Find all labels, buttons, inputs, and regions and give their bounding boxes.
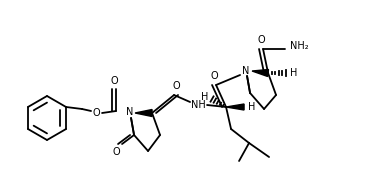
Polygon shape bbox=[252, 70, 269, 76]
Text: O: O bbox=[210, 71, 218, 81]
Text: O: O bbox=[172, 81, 180, 91]
Text: O: O bbox=[110, 76, 118, 86]
Text: H: H bbox=[201, 92, 209, 102]
Polygon shape bbox=[226, 104, 244, 110]
Polygon shape bbox=[135, 110, 152, 116]
Text: O: O bbox=[257, 35, 265, 45]
Text: H: H bbox=[290, 68, 298, 78]
Text: N: N bbox=[242, 66, 250, 76]
Text: O: O bbox=[92, 108, 100, 118]
Text: H: H bbox=[248, 102, 256, 112]
Text: O: O bbox=[112, 147, 120, 157]
Text: N: N bbox=[127, 107, 134, 117]
Text: NH₂: NH₂ bbox=[290, 41, 308, 51]
Text: NH: NH bbox=[191, 100, 206, 110]
